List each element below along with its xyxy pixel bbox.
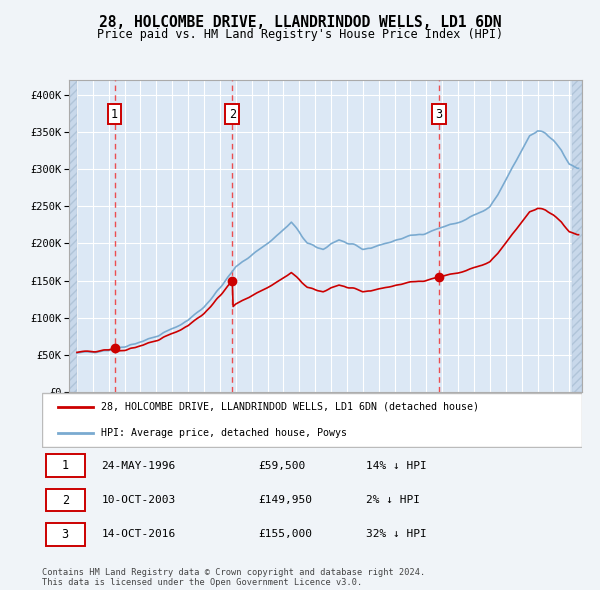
Text: Contains HM Land Registry data © Crown copyright and database right 2024.
This d: Contains HM Land Registry data © Crown c… [42, 568, 425, 587]
Text: 3: 3 [436, 107, 442, 120]
Text: £149,950: £149,950 [258, 495, 312, 505]
Text: 2: 2 [62, 493, 69, 507]
FancyBboxPatch shape [46, 454, 85, 477]
FancyBboxPatch shape [46, 523, 85, 546]
Text: Price paid vs. HM Land Registry's House Price Index (HPI): Price paid vs. HM Land Registry's House … [97, 28, 503, 41]
Text: 14% ↓ HPI: 14% ↓ HPI [366, 461, 427, 471]
Text: 1: 1 [111, 107, 118, 120]
Bar [69, 80, 77, 392]
Text: 2: 2 [229, 107, 236, 120]
Text: 3: 3 [62, 528, 69, 541]
Text: £59,500: £59,500 [258, 461, 305, 471]
Text: 2% ↓ HPI: 2% ↓ HPI [366, 495, 420, 505]
Text: 24-MAY-1996: 24-MAY-1996 [101, 461, 176, 471]
FancyBboxPatch shape [46, 489, 85, 511]
Text: 32% ↓ HPI: 32% ↓ HPI [366, 529, 427, 539]
Text: 28, HOLCOMBE DRIVE, LLANDRINDOD WELLS, LD1 6DN (detached house): 28, HOLCOMBE DRIVE, LLANDRINDOD WELLS, L… [101, 402, 479, 412]
Bar [572, 80, 582, 392]
Text: 1: 1 [62, 459, 69, 472]
Text: 14-OCT-2016: 14-OCT-2016 [101, 529, 176, 539]
Text: 10-OCT-2003: 10-OCT-2003 [101, 495, 176, 505]
Text: £155,000: £155,000 [258, 529, 312, 539]
Text: 28, HOLCOMBE DRIVE, LLANDRINDOD WELLS, LD1 6DN: 28, HOLCOMBE DRIVE, LLANDRINDOD WELLS, L… [99, 15, 501, 30]
Text: HPI: Average price, detached house, Powys: HPI: Average price, detached house, Powy… [101, 428, 347, 438]
